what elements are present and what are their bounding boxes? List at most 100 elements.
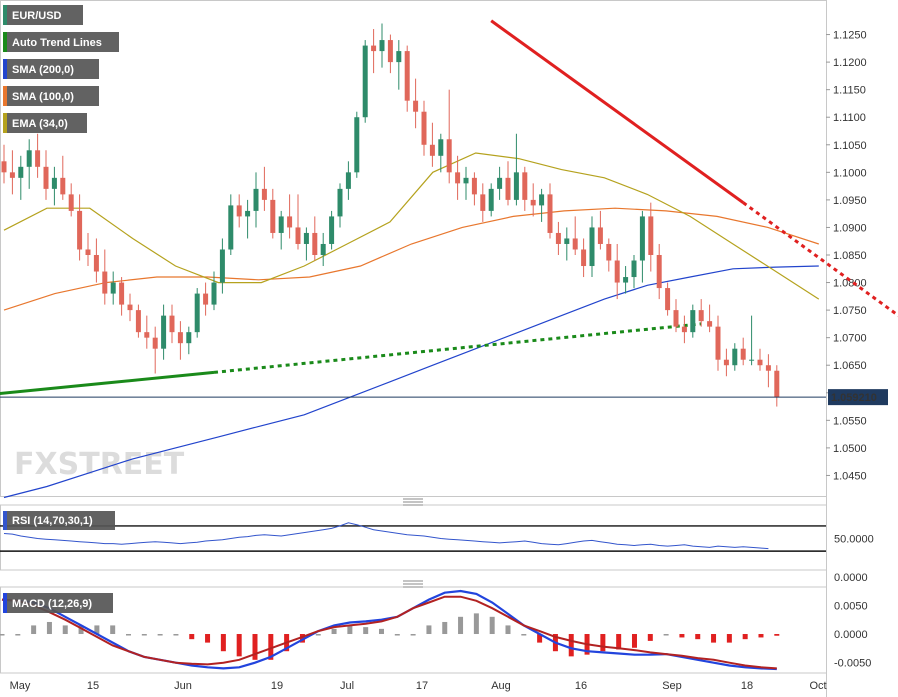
candle-body — [597, 227, 603, 244]
legend-item: Auto Trend Lines — [3, 32, 119, 52]
candle — [329, 210, 335, 250]
candle — [362, 40, 368, 123]
candle-body — [320, 243, 326, 255]
legend-box — [3, 59, 99, 79]
macd-histogram-bar — [568, 634, 574, 657]
legend-swatch — [3, 113, 7, 133]
candle-body — [85, 249, 91, 255]
time-tick-label: 15 — [87, 680, 99, 692]
legend-swatch — [3, 5, 7, 25]
candle-body — [236, 205, 242, 217]
candle-body — [715, 326, 721, 360]
price-tick-label: 1.1000 — [833, 167, 867, 179]
macd-histogram-bar — [774, 634, 780, 636]
macd-histogram-bar — [473, 613, 479, 635]
candle-body — [18, 166, 24, 178]
macd-histogram-bar — [110, 625, 116, 635]
candle-body — [480, 194, 486, 211]
candle-body — [278, 216, 284, 233]
candle — [110, 271, 116, 305]
macd-histogram-bar — [505, 625, 511, 635]
candle-body — [488, 188, 494, 211]
candle — [723, 348, 729, 377]
candle — [127, 293, 133, 322]
candle-body — [135, 310, 141, 333]
candle — [497, 166, 503, 200]
macd-histogram-bar — [157, 634, 163, 636]
candle — [228, 194, 234, 255]
candle-body — [161, 315, 167, 349]
candle-body — [522, 172, 528, 200]
macd-histogram-bar — [537, 634, 543, 643]
candle-body — [463, 177, 469, 184]
support-trendline-projection — [213, 322, 702, 374]
candle-body — [740, 348, 746, 360]
candle — [623, 266, 629, 294]
candle — [60, 155, 66, 200]
candle — [85, 232, 91, 267]
candle-body — [471, 177, 477, 195]
candle-body — [757, 359, 763, 366]
macd-histogram-bar — [62, 625, 68, 635]
macd-histogram-bar — [189, 634, 195, 640]
candle — [261, 166, 267, 211]
macd-histogram-bar — [220, 634, 226, 652]
candle-body — [698, 310, 704, 322]
macd-histogram-bar — [442, 621, 448, 635]
candle-body — [68, 194, 74, 211]
time-tick-label: May — [10, 680, 31, 692]
candle — [51, 166, 57, 206]
candle-body — [581, 249, 587, 267]
candle — [43, 150, 49, 200]
candle — [673, 299, 679, 333]
candle — [387, 34, 393, 74]
legend-label: EMA (34,0) — [12, 118, 68, 130]
legend-label: SMA (200,0) — [12, 64, 74, 76]
candle — [639, 210, 645, 283]
price-tick-label: 1.0750 — [833, 305, 867, 317]
macd-histogram-bar — [299, 634, 305, 643]
candle-body — [505, 177, 511, 200]
candle-body — [60, 177, 66, 195]
candle-body — [194, 293, 200, 333]
macd-histogram-bar — [426, 625, 432, 635]
candle-body — [9, 172, 15, 178]
macd-histogram-bar — [31, 625, 37, 635]
candle-body — [1, 161, 7, 173]
candle-body — [774, 370, 780, 398]
candle-body — [102, 271, 108, 294]
candle — [404, 45, 410, 112]
candle-body — [547, 194, 553, 233]
candle-body — [513, 172, 519, 200]
candle-body — [186, 332, 192, 344]
candle — [337, 183, 343, 228]
candle — [144, 315, 150, 349]
candle — [102, 249, 108, 305]
candle — [236, 194, 242, 228]
candle-body — [413, 100, 419, 112]
macd-histogram-bar — [695, 634, 701, 640]
candle-body — [261, 188, 267, 200]
legend-swatch — [3, 86, 7, 106]
candle — [547, 183, 553, 239]
candle — [597, 210, 603, 250]
candle-body — [35, 150, 41, 167]
candle-body — [455, 172, 461, 184]
price-tick-label: 1.0800 — [833, 278, 867, 290]
macd-histogram-bar — [315, 634, 321, 636]
price-tick-label: 1.0850 — [833, 250, 867, 262]
price-tick-label: 1.0700 — [833, 333, 867, 345]
candle — [757, 348, 763, 371]
resistance-trendline — [490, 19, 745, 204]
candle-body — [303, 232, 309, 244]
candle-body — [287, 216, 293, 228]
macd-histogram-bar — [600, 634, 606, 652]
candle — [589, 216, 595, 278]
candle — [665, 282, 671, 316]
macd-legend: MACD (12,26,9) — [3, 593, 113, 613]
macd-histogram-bar — [489, 616, 495, 635]
candle-body — [732, 348, 738, 366]
candle-body — [245, 210, 251, 217]
price-tick-label: 1.0900 — [833, 222, 867, 234]
candle — [303, 227, 309, 261]
